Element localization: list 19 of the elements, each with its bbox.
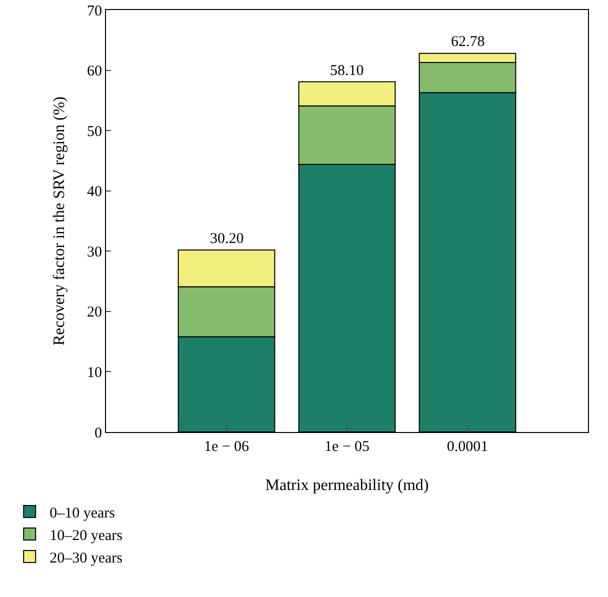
y-tick-label: 30 — [87, 244, 102, 260]
y-tick-label: 70 — [87, 3, 102, 20]
y-tick-label: 0 — [94, 425, 102, 442]
y-tick-label: 40 — [87, 184, 102, 200]
legend-label: 10–20 years — [50, 528, 123, 544]
total-label: 58.10 — [330, 63, 364, 79]
total-label: 30.20 — [210, 231, 244, 247]
x-tick-label: 1e − 05 — [324, 439, 370, 455]
y-tick-label: 10 — [87, 364, 102, 381]
y-axis-title: Recovery factor in the SRV region (%) — [51, 96, 68, 346]
x-tick-label: 1e − 06 — [204, 439, 250, 455]
total-label: 62.78 — [451, 34, 485, 50]
x-tick-label: 0.0001 — [446, 439, 488, 455]
legend-label: 0–10 years — [50, 505, 116, 522]
y-tick-label: 60 — [87, 64, 102, 80]
y-tick-label: 50 — [87, 124, 102, 140]
x-axis-title: Matrix permeability (md) — [265, 477, 429, 494]
legend-label: 20–30 years — [50, 550, 123, 566]
y-tick-label: 20 — [87, 304, 102, 321]
